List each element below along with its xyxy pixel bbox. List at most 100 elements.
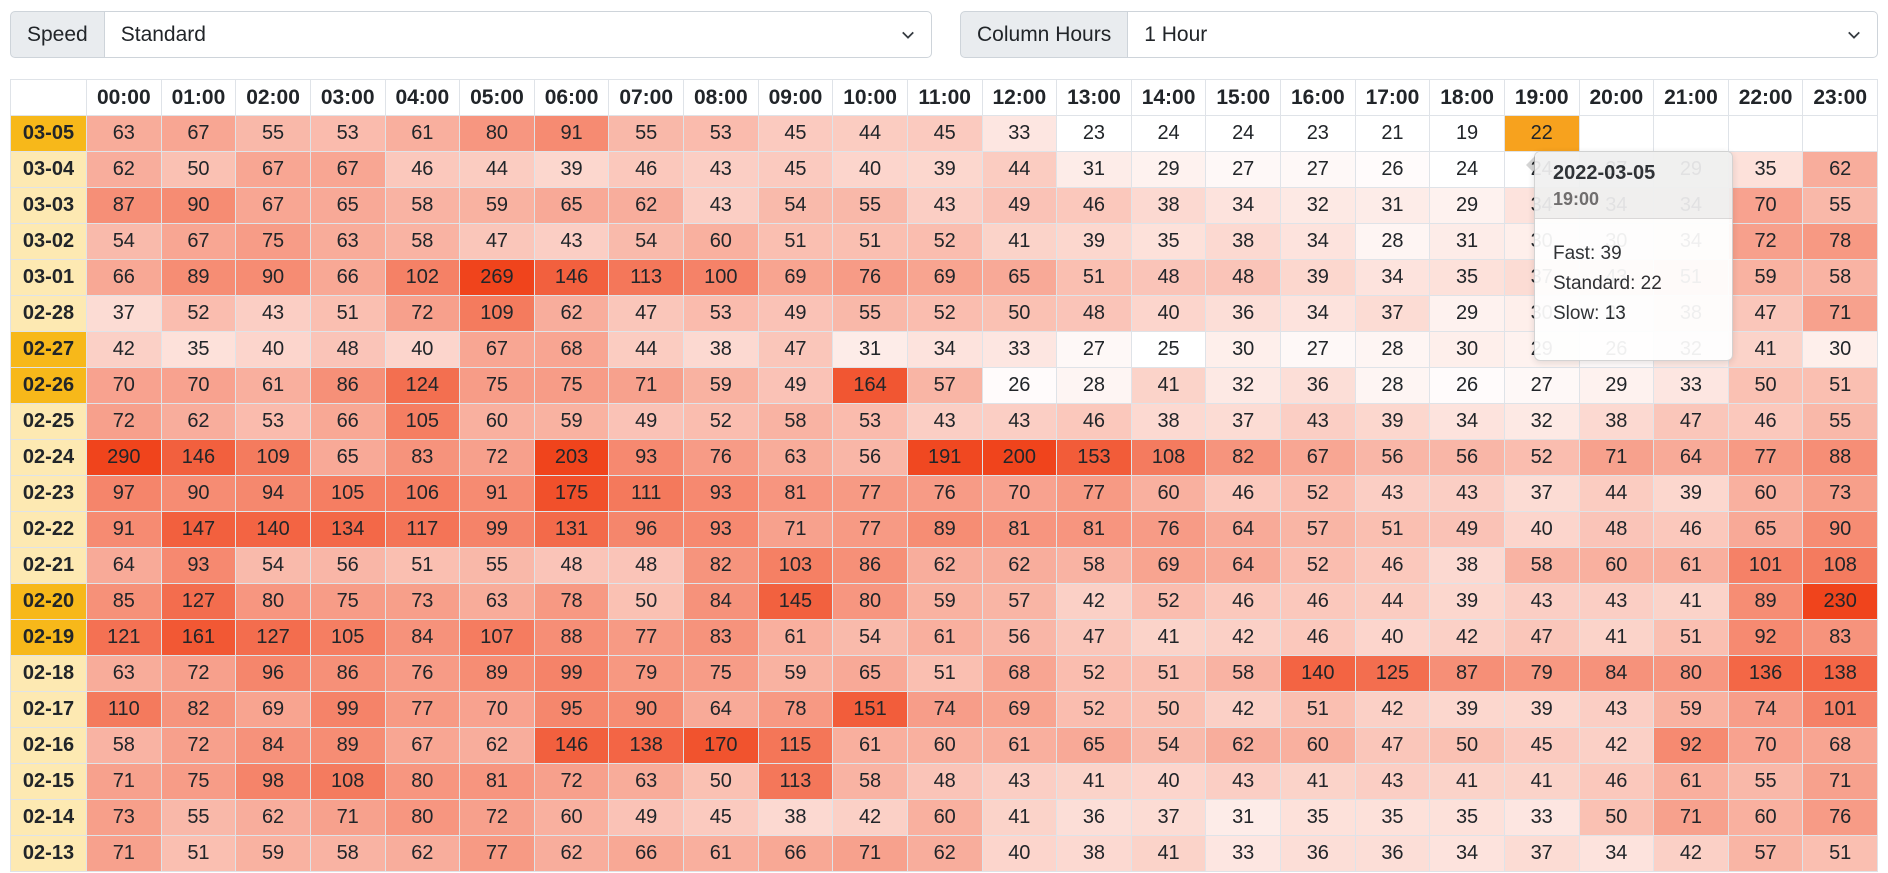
heatmap-cell[interactable]: 55 [1802,403,1878,440]
heatmap-cell[interactable]: 78 [757,691,834,728]
heatmap-cell[interactable]: 89 [1727,583,1804,620]
heatmap-cell[interactable]: 72 [160,655,237,692]
heatmap-cell[interactable]: 71 [757,511,834,548]
heatmap-cell[interactable]: 115 [757,727,834,764]
heatmap-cell[interactable]: 93 [608,439,684,476]
heatmap-cell[interactable]: 269 [459,259,535,296]
heatmap-cell[interactable]: 41 [1280,763,1356,800]
heatmap-cell[interactable]: 71 [86,763,162,800]
heatmap-cell[interactable]: 29 [1429,295,1505,332]
heatmap-cell[interactable]: 70 [1727,187,1804,224]
heatmap-cell[interactable]: 52 [1130,583,1207,620]
heatmap-cell[interactable]: 191 [906,439,983,476]
heatmap-cell[interactable]: 83 [1802,619,1878,656]
heatmap-cell[interactable]: 60 [1727,475,1804,512]
heatmap-cell[interactable]: 51 [1653,619,1729,656]
heatmap-cell[interactable]: 75 [683,655,759,692]
heatmap-cell[interactable]: 43 [1280,403,1356,440]
heatmap-cell[interactable]: 62 [384,835,461,872]
heatmap-cell[interactable]: 64 [86,547,162,584]
heatmap-cell[interactable]: 58 [384,187,461,224]
heatmap-cell[interactable]: 56 [832,439,908,476]
heatmap-cell[interactable]: 63 [309,223,386,260]
heatmap-cell[interactable]: 40 [1503,511,1580,548]
heatmap-cell[interactable]: 44 [608,331,684,368]
heatmap-cell[interactable]: 46 [384,151,461,188]
heatmap-cell[interactable]: 58 [757,403,834,440]
heatmap-cell[interactable]: 41 [1130,619,1207,656]
heatmap-cell[interactable]: 52 [1280,475,1356,512]
heatmap-cell[interactable]: 42 [86,331,162,368]
heatmap-cell[interactable]: 31 [832,331,908,368]
heatmap-cell[interactable]: 64 [683,691,759,728]
heatmap-cell[interactable]: 39 [1503,691,1580,728]
heatmap-cell[interactable]: 147 [160,511,237,548]
heatmap-cell[interactable]: 35 [1280,799,1356,836]
heatmap-cell[interactable]: 124 [384,367,461,404]
heatmap-cell[interactable]: 54 [757,187,834,224]
heatmap-cell[interactable]: 55 [608,115,684,152]
heatmap-cell[interactable]: 81 [1056,511,1132,548]
heatmap-cell[interactable]: 29 [1130,151,1207,188]
heatmap-cell[interactable]: 58 [832,763,908,800]
heatmap-cell[interactable]: 59 [757,655,834,692]
heatmap-cell[interactable]: 54 [832,619,908,656]
heatmap-cell[interactable]: 109 [459,295,535,332]
heatmap-cell[interactable]: 55 [1802,187,1878,224]
heatmap-cell[interactable]: 79 [1503,655,1580,692]
heatmap-cell[interactable]: 51 [1056,259,1132,296]
heatmap-cell[interactable]: 117 [384,511,461,548]
heatmap-cell[interactable]: 72 [86,403,162,440]
heatmap-cell[interactable]: 40 [384,331,461,368]
heatmap-cell[interactable]: 77 [1727,439,1804,476]
heatmap-cell[interactable]: 41 [1056,763,1132,800]
heatmap-cell[interactable]: 80 [832,583,908,620]
heatmap-cell[interactable]: 34 [1280,295,1356,332]
heatmap-cell[interactable]: 60 [1280,727,1356,764]
heatmap-cell[interactable]: 61 [384,115,461,152]
heatmap-cell[interactable]: 81 [981,511,1058,548]
heatmap-cell[interactable]: 45 [757,115,834,152]
heatmap-cell[interactable]: 33 [981,331,1058,368]
heatmap-cell[interactable]: 43 [1354,475,1431,512]
heatmap-cell[interactable]: 65 [533,187,610,224]
heatmap-cell[interactable]: 65 [309,439,386,476]
heatmap-cell[interactable]: 59 [1653,691,1729,728]
heatmap-cell[interactable]: 56 [1429,439,1505,476]
heatmap-cell[interactable]: 138 [608,727,684,764]
heatmap-cell[interactable]: 35 [160,331,237,368]
heatmap-cell[interactable]: 109 [235,439,311,476]
heatmap-cell[interactable]: 48 [533,547,610,584]
heatmap-cell[interactable]: 28 [1056,367,1132,404]
heatmap-cell[interactable]: 61 [683,835,759,872]
heatmap-cell[interactable]: 62 [906,835,983,872]
heatmap-cell[interactable]: 27 [1205,151,1281,188]
heatmap-cell[interactable]: 101 [1802,691,1878,728]
heatmap-cell[interactable]: 42 [1354,691,1431,728]
heatmap-cell[interactable]: 170 [683,727,759,764]
heatmap-cell[interactable]: 58 [1503,547,1580,584]
heatmap-cell[interactable]: 70 [160,367,237,404]
heatmap-cell[interactable]: 59 [906,583,983,620]
heatmap-cell[interactable]: 140 [235,511,311,548]
heatmap-cell[interactable]: 59 [683,367,759,404]
heatmap-cell[interactable]: 100 [683,259,759,296]
heatmap-cell[interactable]: 77 [459,835,535,872]
heatmap-cell[interactable]: 63 [86,655,162,692]
heatmap-cell[interactable]: 102 [384,259,461,296]
heatmap-cell[interactable]: 24 [1130,115,1207,152]
heatmap-cell[interactable]: 146 [533,259,610,296]
heatmap-cell[interactable]: 87 [1429,655,1505,692]
heatmap-cell[interactable]: 96 [608,511,684,548]
heatmap-cell[interactable]: 58 [1802,259,1878,296]
heatmap-cell[interactable]: 46 [1354,547,1431,584]
heatmap-cell[interactable]: 43 [981,403,1058,440]
heatmap-cell[interactable]: 110 [86,691,162,728]
heatmap-cell[interactable]: 105 [309,619,386,656]
heatmap-cell[interactable]: 56 [981,619,1058,656]
heatmap-cell[interactable]: 32 [1503,403,1580,440]
heatmap-cell[interactable]: 30 [1802,331,1878,368]
heatmap-cell[interactable] [1578,115,1655,152]
heatmap-cell[interactable]: 71 [1802,763,1878,800]
heatmap-cell[interactable]: 53 [832,403,908,440]
